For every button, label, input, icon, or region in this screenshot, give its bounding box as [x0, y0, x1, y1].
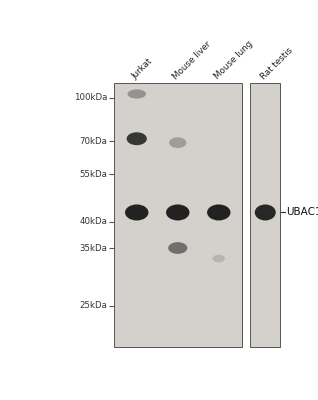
Text: 35kDa: 35kDa: [80, 244, 107, 252]
Text: 55kDa: 55kDa: [80, 170, 107, 179]
Text: Mouse liver: Mouse liver: [171, 39, 213, 81]
Ellipse shape: [127, 132, 147, 145]
Ellipse shape: [213, 255, 225, 262]
Ellipse shape: [255, 204, 276, 220]
Ellipse shape: [169, 137, 186, 148]
Text: UBAC1: UBAC1: [286, 208, 318, 218]
Bar: [114, 84, 242, 347]
Text: 100kDa: 100kDa: [74, 94, 107, 102]
Ellipse shape: [168, 242, 187, 254]
Ellipse shape: [128, 89, 146, 98]
Bar: [251, 84, 280, 347]
Text: 25kDa: 25kDa: [80, 302, 107, 310]
Text: Rat testis: Rat testis: [259, 46, 294, 81]
Text: 70kDa: 70kDa: [80, 137, 107, 146]
Ellipse shape: [166, 204, 190, 220]
Ellipse shape: [207, 204, 231, 220]
Text: 40kDa: 40kDa: [80, 217, 107, 226]
Text: Jurkat: Jurkat: [130, 57, 155, 81]
Text: Mouse lung: Mouse lung: [212, 39, 254, 81]
Ellipse shape: [125, 204, 149, 220]
